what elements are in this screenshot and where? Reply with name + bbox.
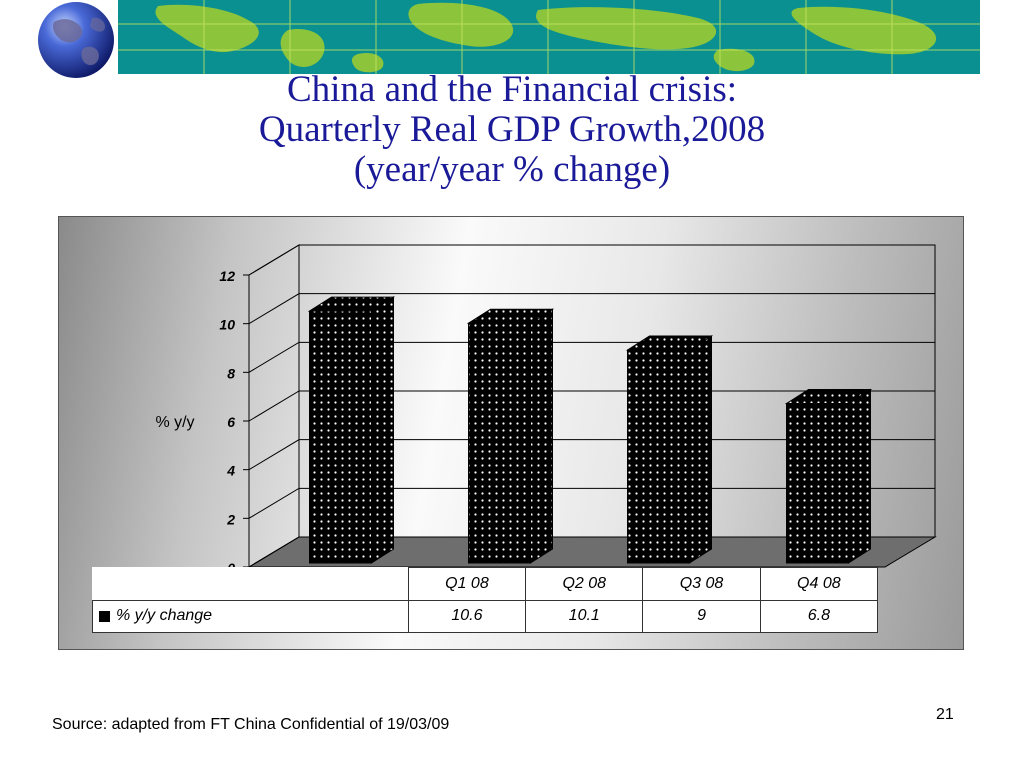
table-corner	[92, 567, 409, 601]
category-q4: Q4 08	[759, 567, 879, 601]
y-tick-label: 2	[226, 511, 235, 527]
y-tick-label: 8	[227, 365, 235, 381]
gridline	[248, 293, 935, 325]
gridline	[248, 487, 935, 519]
bar-side	[371, 296, 394, 564]
category-q2: Q2 08	[525, 567, 644, 601]
y-axis-label: % y/y	[155, 414, 194, 431]
bar	[466, 308, 555, 564]
bars	[307, 296, 873, 564]
y-tick-label: 4	[226, 463, 235, 479]
world-map-banner	[118, 0, 980, 74]
title-line-3: (year/year % change)	[353, 149, 671, 190]
y-tick-label: 10	[219, 317, 235, 333]
legend-label: % y/y change	[116, 607, 213, 625]
table-header-row: Q1 08 Q2 08 Q3 08 Q4 08	[92, 567, 879, 601]
gridlines	[248, 244, 935, 568]
table-row: % y/y change 10.6 10.1 9 6.8	[92, 599, 879, 633]
page-number: 21	[936, 706, 954, 723]
y-axis-ticks: 024681012	[219, 268, 249, 576]
gridline	[248, 439, 935, 471]
bar	[784, 388, 873, 564]
bar-front	[468, 322, 531, 564]
gridline	[248, 341, 935, 373]
bar-side	[689, 335, 712, 564]
bar-front	[309, 310, 372, 564]
source-note: Source: adapted from FT China Confidenti…	[52, 716, 450, 733]
category-q1: Q1 08	[407, 567, 527, 601]
title-line-1: China and the Financial crisis:	[286, 69, 738, 110]
y-tick-label: 12	[219, 268, 235, 284]
bar	[307, 296, 396, 564]
bar	[625, 335, 714, 564]
globe-icon	[34, 0, 118, 82]
bar-side	[848, 388, 871, 564]
category-q3: Q3 08	[642, 567, 761, 601]
value-q1: 10.6	[407, 599, 527, 633]
gridline	[248, 536, 935, 568]
title-line-2: Quarterly Real GDP Growth,2008	[258, 109, 766, 150]
slide-title: China and the Financial crisis: Quarterl…	[150, 70, 874, 190]
chart-data-table: Q1 08 Q2 08 Q3 08 Q4 08 % y/y change 10.…	[92, 567, 879, 633]
legend-entry: % y/y change	[92, 599, 409, 633]
gridline	[248, 390, 935, 422]
bar-chart: 024681012 % y/y	[155, 244, 937, 576]
value-q2: 10.1	[525, 599, 644, 633]
dotted-square-icon	[99, 610, 110, 622]
value-q4: 6.8	[759, 599, 879, 633]
bar-front	[786, 403, 849, 564]
bar-front	[627, 349, 690, 564]
value-q3: 9	[642, 599, 761, 633]
y-tick-label: 6	[227, 414, 235, 430]
gridline	[248, 244, 935, 276]
bar-side	[530, 308, 553, 564]
